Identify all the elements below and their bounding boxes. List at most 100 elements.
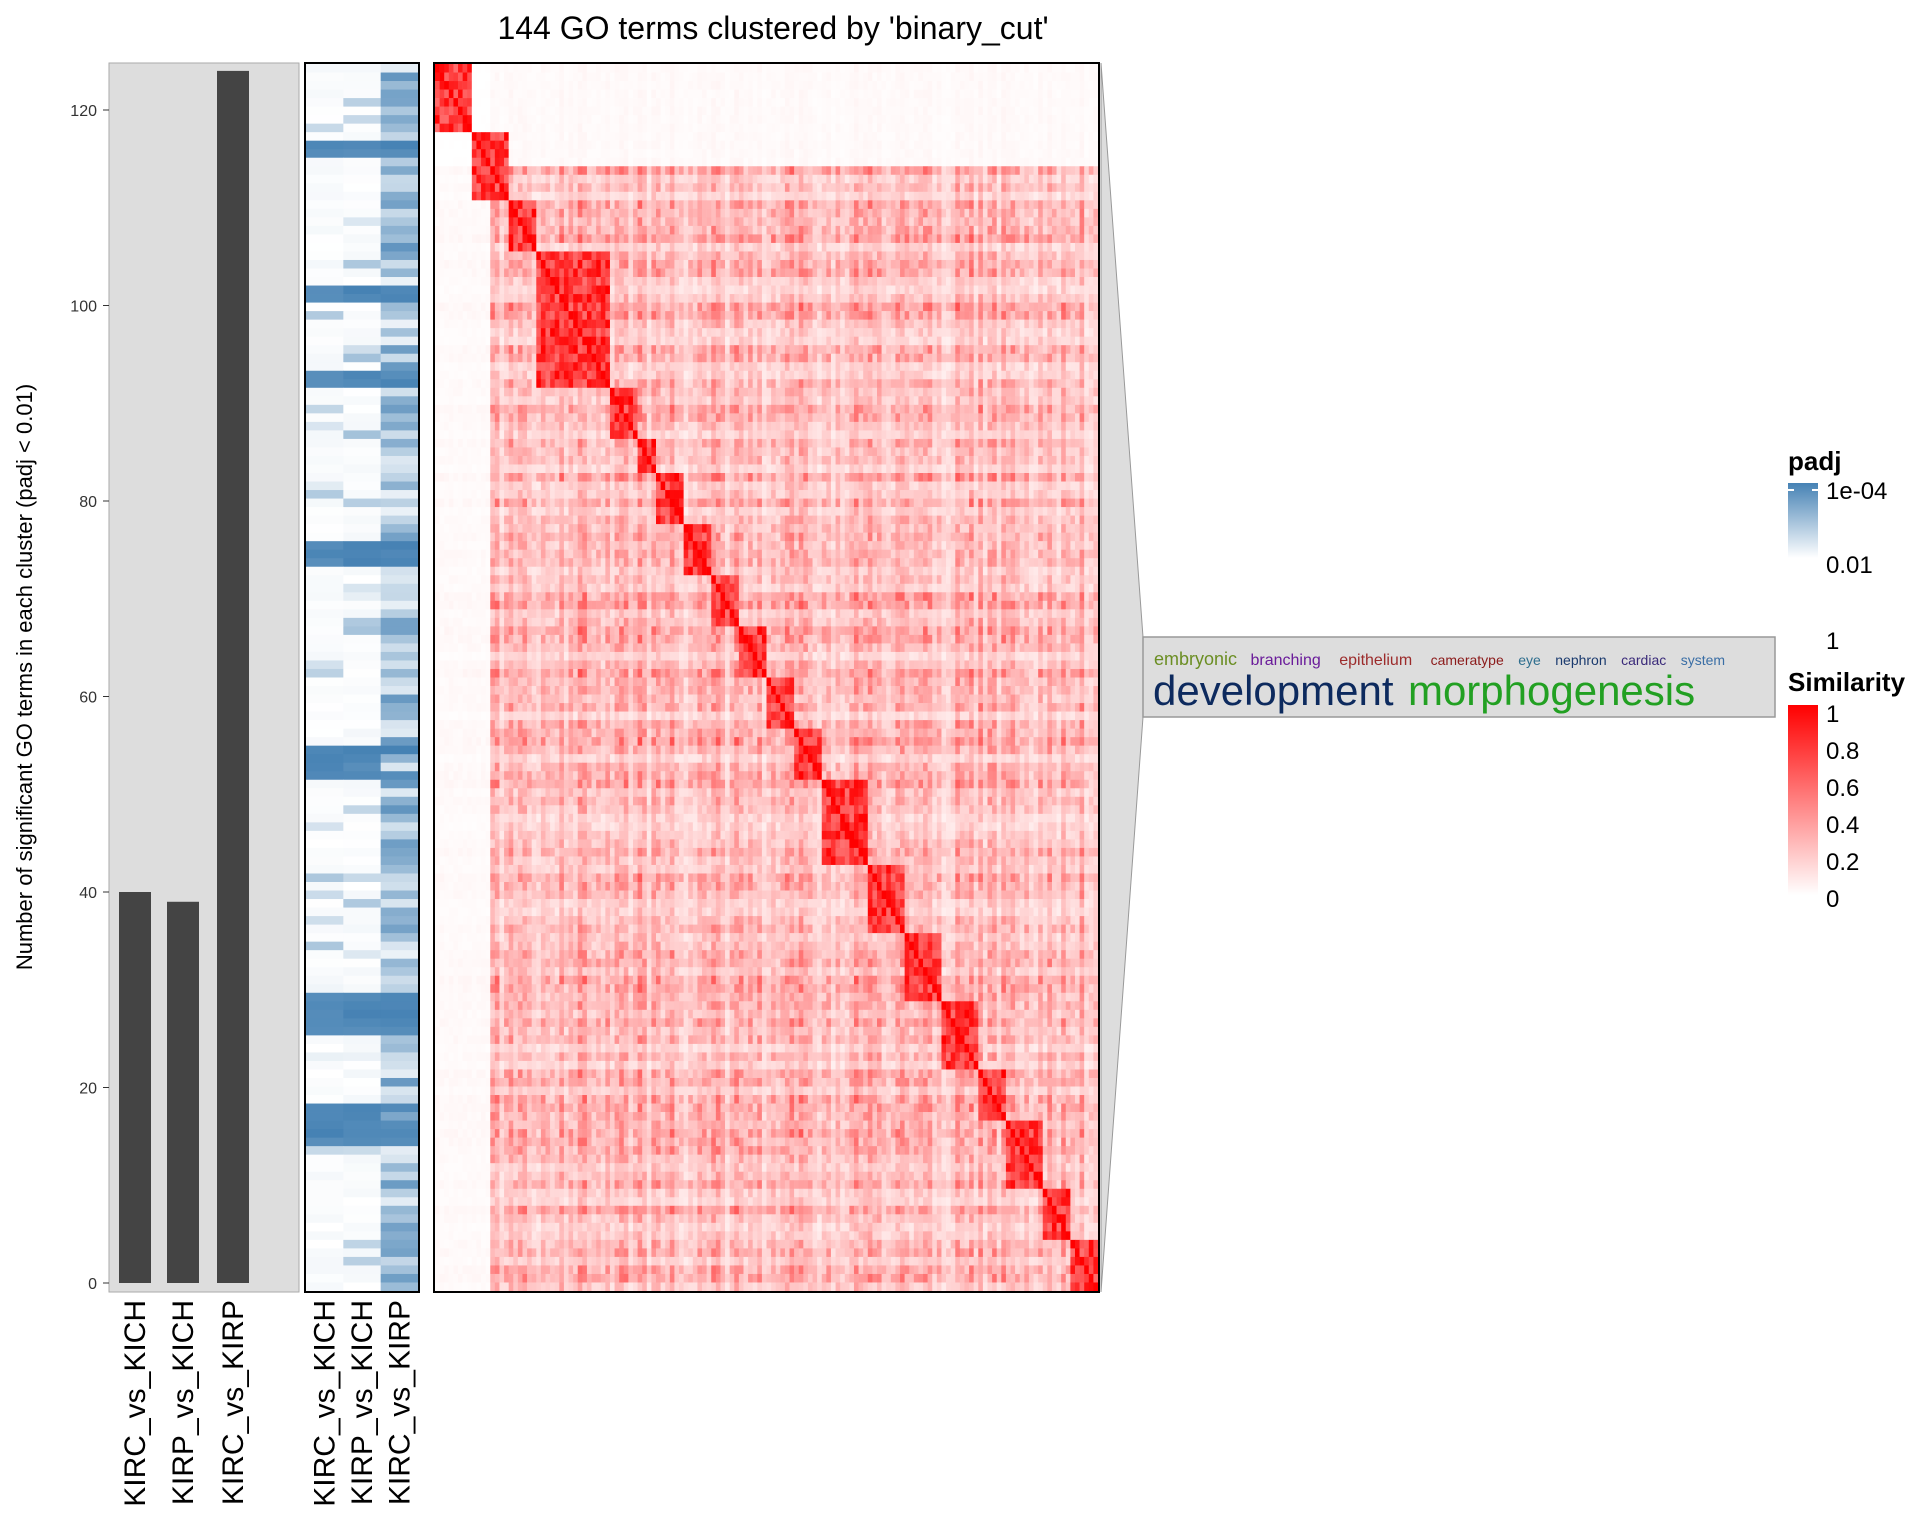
similarity-cell	[637, 64, 643, 73]
similarity-cell	[563, 115, 569, 124]
similarity-cell	[711, 98, 717, 107]
similarity-cell	[522, 208, 528, 218]
similarity-cell	[1079, 174, 1085, 184]
similarity-cell	[789, 72, 795, 82]
similarity-cell	[1033, 123, 1039, 133]
similarity-cell	[812, 285, 818, 295]
similarity-cell	[665, 106, 671, 116]
similarity-cell	[964, 259, 970, 269]
similarity-cell	[683, 98, 689, 107]
similarity-cell	[775, 251, 781, 261]
similarity-cell	[784, 294, 790, 303]
similarity-cell	[637, 225, 643, 235]
similarity-cell	[738, 166, 744, 176]
similarity-cell	[812, 217, 818, 227]
padj-cell	[380, 1231, 419, 1241]
similarity-cell	[877, 174, 882, 184]
similarity-cell	[973, 106, 979, 116]
similarity-cell	[853, 72, 859, 82]
similarity-cell	[476, 328, 482, 337]
similarity-cell	[508, 72, 514, 82]
padj-cell	[306, 1205, 344, 1215]
similarity-cell	[697, 123, 703, 133]
similarity-cell	[605, 174, 611, 184]
similarity-cell	[830, 251, 836, 261]
similarity-cell	[494, 115, 500, 124]
padj-cell	[306, 251, 344, 261]
similarity-cell	[563, 268, 569, 278]
similarity-cell	[886, 183, 892, 193]
similarity-cell	[1079, 217, 1085, 227]
similarity-cell	[1061, 268, 1067, 278]
similarity-cell	[1028, 311, 1034, 320]
similarity-cell	[890, 200, 896, 210]
padj-cell	[380, 558, 419, 568]
similarity-cell	[1038, 123, 1044, 133]
similarity-cell	[669, 157, 675, 167]
similarity-cell	[867, 106, 873, 116]
similarity-cell	[591, 217, 597, 227]
similarity-cell	[481, 217, 486, 227]
similarity-cell	[591, 140, 597, 150]
padj-cell	[343, 64, 382, 73]
similarity-cell	[895, 191, 901, 201]
similarity-cell	[499, 64, 505, 73]
similarity-cell	[982, 242, 988, 252]
similarity-cell	[692, 285, 698, 295]
similarity-cell	[706, 225, 712, 235]
similarity-cell	[1038, 81, 1044, 90]
similarity-cell	[513, 251, 519, 261]
similarity-cell	[1056, 115, 1062, 124]
similarity-cell	[605, 251, 611, 261]
similarity-cell	[536, 251, 542, 261]
similarity-cell	[881, 251, 887, 261]
similarity-cell	[955, 174, 961, 184]
similarity-cell	[784, 72, 790, 82]
similarity-cell	[978, 217, 984, 227]
similarity-cell	[1024, 277, 1030, 286]
similarity-cell	[490, 149, 496, 159]
similarity-cell	[982, 174, 988, 184]
similarity-cell	[771, 98, 776, 107]
similarity-cell	[738, 123, 744, 133]
similarity-cell	[697, 81, 703, 90]
similarity-cell	[517, 251, 523, 261]
similarity-cell	[1070, 259, 1076, 269]
similarity-cell	[1001, 115, 1007, 124]
similarity-cell	[508, 132, 514, 141]
similarity-cell	[1010, 140, 1016, 150]
similarity-cell	[946, 89, 951, 99]
similarity-cell	[711, 234, 717, 244]
similarity-cell	[605, 64, 611, 73]
similarity-cell	[444, 285, 450, 295]
similarity-cell	[471, 277, 477, 286]
similarity-cell	[656, 183, 661, 193]
similarity-cell	[1065, 98, 1071, 107]
similarity-cell	[545, 328, 551, 337]
similarity-cell	[1005, 294, 1011, 303]
similarity-cell	[439, 328, 445, 337]
similarity-cell	[950, 72, 956, 82]
similarity-cell	[941, 81, 947, 90]
similarity-cell	[665, 89, 671, 99]
similarity-cell	[471, 89, 477, 99]
similarity-cell	[992, 115, 997, 124]
similarity-cell	[982, 149, 988, 159]
padj-cell	[343, 1095, 382, 1104]
similarity-cell	[439, 183, 445, 193]
similarity-cell	[619, 217, 625, 227]
similarity-cell	[573, 149, 579, 159]
similarity-cell	[946, 242, 951, 252]
similarity-cell	[923, 149, 928, 159]
padj-cell	[343, 694, 382, 704]
similarity-cell	[481, 149, 486, 159]
similarity-cell	[577, 115, 583, 124]
similarity-cell	[784, 174, 790, 184]
similarity-cell	[757, 149, 763, 159]
similarity-cell	[835, 251, 841, 261]
similarity-cell	[803, 302, 809, 312]
similarity-cell	[849, 115, 855, 124]
padj-cell	[306, 924, 344, 934]
similarity-cell	[651, 277, 657, 286]
similarity-cell	[656, 234, 661, 244]
